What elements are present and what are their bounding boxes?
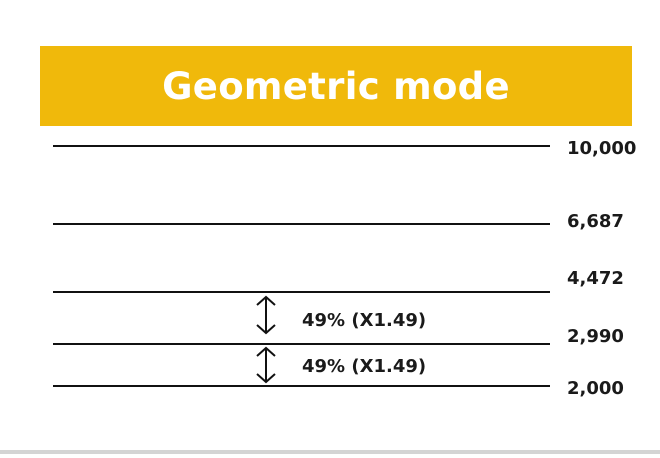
level-label-2990: 2,990 bbox=[567, 326, 624, 347]
level-line-2000 bbox=[53, 385, 550, 387]
level-line-6687 bbox=[53, 223, 550, 225]
bottom-divider bbox=[0, 450, 660, 454]
level-label-4472: 4,472 bbox=[567, 268, 624, 289]
level-label-2000: 2,000 bbox=[567, 378, 624, 399]
title-banner: Geometric mode bbox=[40, 46, 632, 126]
level-line-2990 bbox=[53, 343, 550, 345]
diagram-title: Geometric mode bbox=[162, 64, 510, 108]
gap-label-lower: 49% (X1.49) bbox=[302, 356, 427, 377]
level-label-10000: 10,000 bbox=[567, 138, 637, 159]
level-line-10000 bbox=[53, 145, 550, 147]
gap-label-upper: 49% (X1.49) bbox=[302, 310, 427, 331]
level-label-6687: 6,687 bbox=[567, 211, 624, 232]
double-arrow-vertical-icon bbox=[256, 295, 276, 335]
level-line-4472 bbox=[53, 291, 550, 293]
double-arrow-vertical-icon bbox=[256, 346, 276, 384]
